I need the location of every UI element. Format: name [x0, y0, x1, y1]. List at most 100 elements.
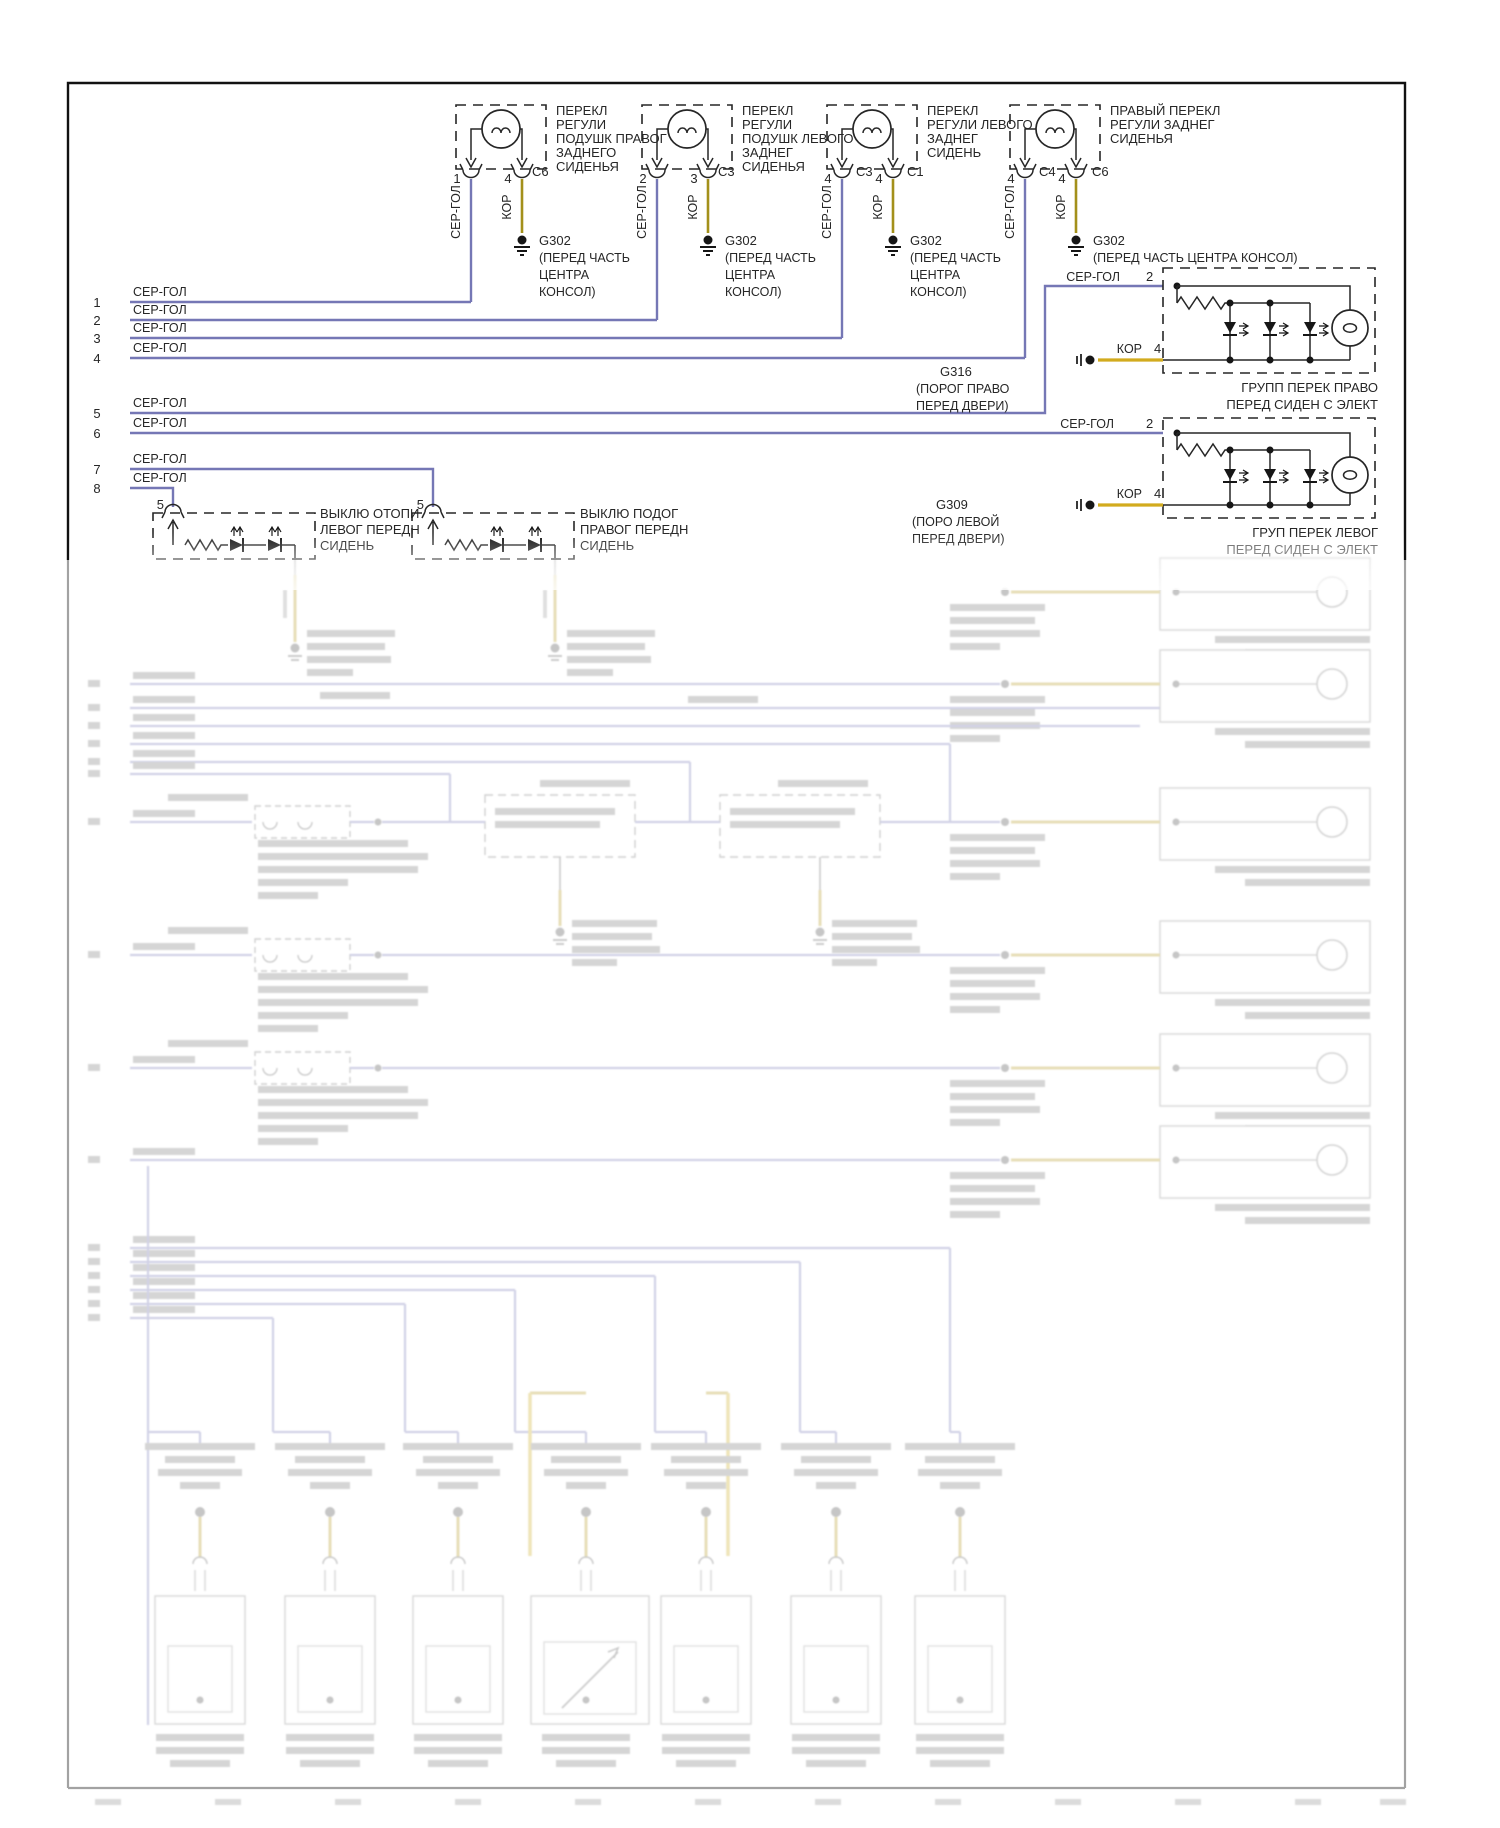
ground-desc: (ПЕРЕД ЧАСТЬ [539, 251, 630, 265]
component-title: ЗАДНЕГ [927, 131, 978, 146]
component-title: ПРАВЫЙ ПЕРЕКЛ [1110, 103, 1220, 118]
ground-code: G302 [1093, 233, 1125, 248]
led-icon [1222, 321, 1249, 337]
row-number: 8 [93, 481, 100, 496]
ground-code: G302 [910, 233, 942, 248]
ground-icon [1067, 234, 1085, 256]
ground-desc: КОНСОЛ) [539, 285, 596, 299]
wire-color-label: КОР [500, 194, 514, 219]
pin-label: 4 [824, 171, 831, 186]
row-number: 5 [93, 406, 100, 421]
lamp-icon [852, 109, 892, 149]
wire-color-label: СЕР-ГОЛ [1060, 417, 1114, 431]
row-number: 4 [93, 351, 100, 366]
rear-seat-switch-right: 4 C4 4 C6 СЕР-ГОЛ КОР G302 (ПЕРЕД ЧАСТЬ … [1003, 103, 1298, 358]
wire-color-label: СЕР-ГОЛ [133, 452, 187, 466]
component-title: ЗАДНЕГ [742, 145, 793, 160]
wire-color-label: СЕР-ГОЛ [133, 416, 187, 430]
rear-seat-switch-left: 4 C3 4 C1 СЕР-ГОЛ КОР G302 (ПЕРЕД ЧАСТЬ … [820, 103, 1033, 338]
component-title: РЕГУЛИ ЛЕВОГО [927, 117, 1033, 132]
ground-desc: КОНСОЛ) [725, 285, 782, 299]
component-title: РЕГУЛИ [556, 117, 606, 132]
ground-desc: ЦЕНТРА [910, 268, 961, 282]
led-icon [1222, 468, 1249, 484]
faded-diagram-region [88, 557, 1406, 1805]
row-number: 3 [93, 331, 100, 346]
wire-color-label: КОР [1054, 194, 1068, 219]
wire-color-label: СЕР-ГОЛ [1003, 185, 1017, 239]
component-title: СИДЕНЬ [927, 145, 981, 160]
ground-desc: (ПЕРЕД ЧАСТЬ [910, 251, 1001, 265]
ground-code: G309 [936, 497, 968, 512]
wire-color-label: КОР [1117, 487, 1142, 501]
ground-desc: ПЕРЕД ДВЕРИ) [916, 399, 1009, 413]
ground-code: G302 [725, 233, 757, 248]
component-title: РЕГУЛИ ЗАДНЕГ [1110, 117, 1215, 132]
wire-color-label: СЕР-ГОЛ [820, 185, 834, 239]
ground-icon [884, 234, 902, 256]
page-border [66, 81, 1407, 560]
connector-label: C3 [856, 164, 873, 179]
pin-label: 4 [1154, 341, 1161, 356]
wire-color-label: КОР [686, 194, 700, 219]
resistor-icon [1176, 296, 1231, 310]
component-title: ПОДУШК ПРАВОГ [556, 131, 667, 146]
component-title: СИДЕНЬЯ [556, 159, 619, 174]
row-number: 6 [93, 426, 100, 441]
wire-color-label: КОР [1117, 342, 1142, 356]
component-title: ПОДУШК ЛЕВОГО [742, 131, 853, 146]
wire-color-label: СЕР-ГОЛ [133, 471, 187, 485]
ground-desc: ЦЕНТРА [539, 268, 590, 282]
lamp-icon [481, 109, 521, 149]
component-title: ВЫКЛЮ ОТОПИ [320, 506, 419, 521]
resistor-icon [1176, 443, 1231, 457]
wire-color-label: СЕР-ГОЛ [449, 185, 463, 239]
component-title: ПЕРЕКЛ [742, 103, 793, 118]
led-icon [1262, 468, 1289, 484]
chassis-ground-icon [1076, 498, 1096, 512]
lamp-icon [1331, 309, 1369, 347]
component-title: ВЫКЛЮ ПОДОГ [580, 506, 678, 521]
wire-color-label: СЕР-ГОЛ [133, 396, 187, 410]
component-title: ПЕРЕКЛ [927, 103, 978, 118]
ground-desc: (ПЕРЕД ЧАСТЬ ЦЕНТРА КОНСОЛ) [1093, 251, 1298, 265]
pin-label: 4 [504, 171, 511, 186]
ground-icon [699, 234, 717, 256]
pin-label: 4 [875, 171, 882, 186]
pin-label: 4 [1154, 486, 1161, 501]
ground-desc: (ПЕРЕД ЧАСТЬ [725, 251, 816, 265]
wire-color-label: СЕР-ГОЛ [1066, 270, 1120, 284]
component-title: СИДЕНЬЯ [742, 159, 805, 174]
pin-label: 5 [417, 497, 424, 512]
component-title: РЕГУЛИ [742, 117, 792, 132]
pin-label: 2 [1146, 416, 1153, 431]
wire-color-label: СЕР-ГОЛ [133, 321, 187, 335]
ground-desc: ЦЕНТРА [725, 268, 776, 282]
led-icon [1302, 321, 1329, 337]
row-number: 1 [93, 295, 100, 310]
component-title: СИДЕНЬЯ [1110, 131, 1173, 146]
led-icon [1302, 468, 1329, 484]
lamp-icon [1035, 109, 1075, 149]
ground-desc: (ПОРО ЛЕВОЙ [912, 514, 999, 529]
pin-label: 2 [639, 171, 646, 186]
connector-label: C6 [532, 164, 549, 179]
connector-label: C3 [718, 164, 735, 179]
connector-label: C6 [1092, 164, 1109, 179]
rear-seat-switch-left-cushion: 2 3 C3 СЕР-ГОЛ КОР G302 (ПЕРЕД ЧАСТЬ ЦЕН… [635, 103, 853, 320]
connector-label: C1 [907, 164, 924, 179]
faded-page-border [66, 560, 1407, 1790]
ground-code: G316 [940, 364, 972, 379]
pin-label: 1 [453, 171, 460, 186]
pin-label: 4 [1007, 171, 1014, 186]
chassis-ground-icon [1076, 353, 1096, 367]
rear-seat-switch-right-cushion: 1 4 C6 СЕР-ГОЛ КОР G302 (ПЕРЕД ЧАСТЬ ЦЕН… [449, 103, 667, 302]
pin-label: 2 [1146, 269, 1153, 284]
wire-color-label: СЕР-ГОЛ [133, 303, 187, 317]
component-title: ПЕРЕКЛ [556, 103, 607, 118]
wire-color-label: СЕР-ГОЛ [133, 285, 187, 299]
fade-veil [69, 532, 1404, 590]
lamp-icon [1331, 456, 1369, 494]
